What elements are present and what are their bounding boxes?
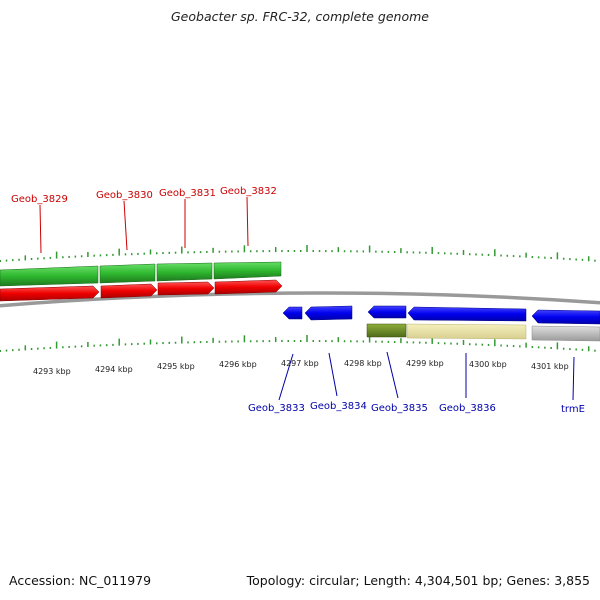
gene-label[interactable]: Geob_3830 — [96, 190, 153, 201]
gene-feature[interactable] — [99, 263, 156, 284]
scale-ticks-top — [0, 245, 596, 262]
forward-gene-labels: Geob_3829 Geob_3830 Geob_3831 Geob_3832 — [11, 186, 277, 254]
scale-ticks-bottom — [0, 335, 596, 352]
forward-gene-track — [0, 261, 282, 287]
scale-label: 4294 kbp — [95, 365, 133, 374]
scale-label: 4296 kbp — [219, 360, 257, 369]
label-leader — [123, 200, 128, 251]
reverse-gene-track — [366, 323, 600, 342]
reverse-cds-track — [282, 305, 600, 325]
scale-label: 4295 kbp — [157, 362, 195, 371]
gene-label[interactable]: trmE — [561, 404, 585, 415]
scale-label: 4293 kbp — [33, 367, 71, 376]
gene-label[interactable]: Geob_3836 — [439, 403, 496, 414]
cds-arrow[interactable] — [214, 279, 283, 295]
gene-feature[interactable] — [0, 265, 99, 287]
map-title: Geobacter sp. FRC-32, complete genome — [171, 9, 429, 24]
gene-label[interactable]: Geob_3833 — [248, 403, 305, 414]
gene-feature[interactable] — [213, 261, 282, 280]
label-leader — [278, 353, 294, 401]
label-leader — [246, 196, 249, 247]
gene-label[interactable]: Geob_3835 — [371, 403, 428, 414]
scale-labels: 4293 kbp 4294 kbp 4295 kbp 4296 kbp 4297… — [33, 359, 569, 376]
gene-label[interactable]: Geob_3831 — [159, 188, 216, 199]
gene-feature[interactable] — [531, 325, 600, 342]
scale-label: 4298 kbp — [344, 359, 382, 368]
label-leader — [572, 356, 575, 401]
accession-text: Accession: NC_011979 — [9, 573, 152, 588]
cds-arrow[interactable] — [282, 306, 303, 320]
cds-arrow[interactable] — [407, 306, 527, 322]
gene-feature[interactable] — [156, 262, 213, 282]
cds-arrow[interactable] — [531, 309, 600, 325]
scale-label: 4297 kbp — [281, 359, 319, 368]
gene-feature[interactable] — [366, 323, 407, 338]
gene-label[interactable]: Geob_3834 — [310, 401, 367, 412]
label-leader — [386, 351, 399, 399]
gene-feature[interactable] — [406, 323, 527, 340]
topology-text: Topology: circular; Length: 4,304,501 bp… — [246, 573, 590, 588]
label-leader — [39, 204, 42, 254]
backbone-outer — [0, 291, 600, 308]
cds-arrow[interactable] — [367, 305, 407, 319]
gene-label[interactable]: Geob_3832 — [220, 186, 277, 197]
gene-label[interactable]: Geob_3829 — [11, 194, 68, 205]
cds-arrow[interactable] — [100, 283, 158, 299]
forward-cds-track — [0, 279, 283, 302]
cds-arrow[interactable] — [157, 281, 215, 296]
scale-label: 4299 kbp — [406, 359, 444, 368]
reverse-gene-labels: Geob_3833 Geob_3834 Geob_3835 Geob_3836 … — [248, 351, 585, 415]
cds-arrow[interactable] — [304, 305, 353, 321]
scale-label: 4301 kbp — [531, 362, 569, 371]
label-leader — [328, 352, 338, 397]
cds-arrow[interactable] — [0, 285, 100, 302]
backbone-inner — [0, 294, 600, 309]
scale-label: 4300 kbp — [469, 360, 507, 369]
